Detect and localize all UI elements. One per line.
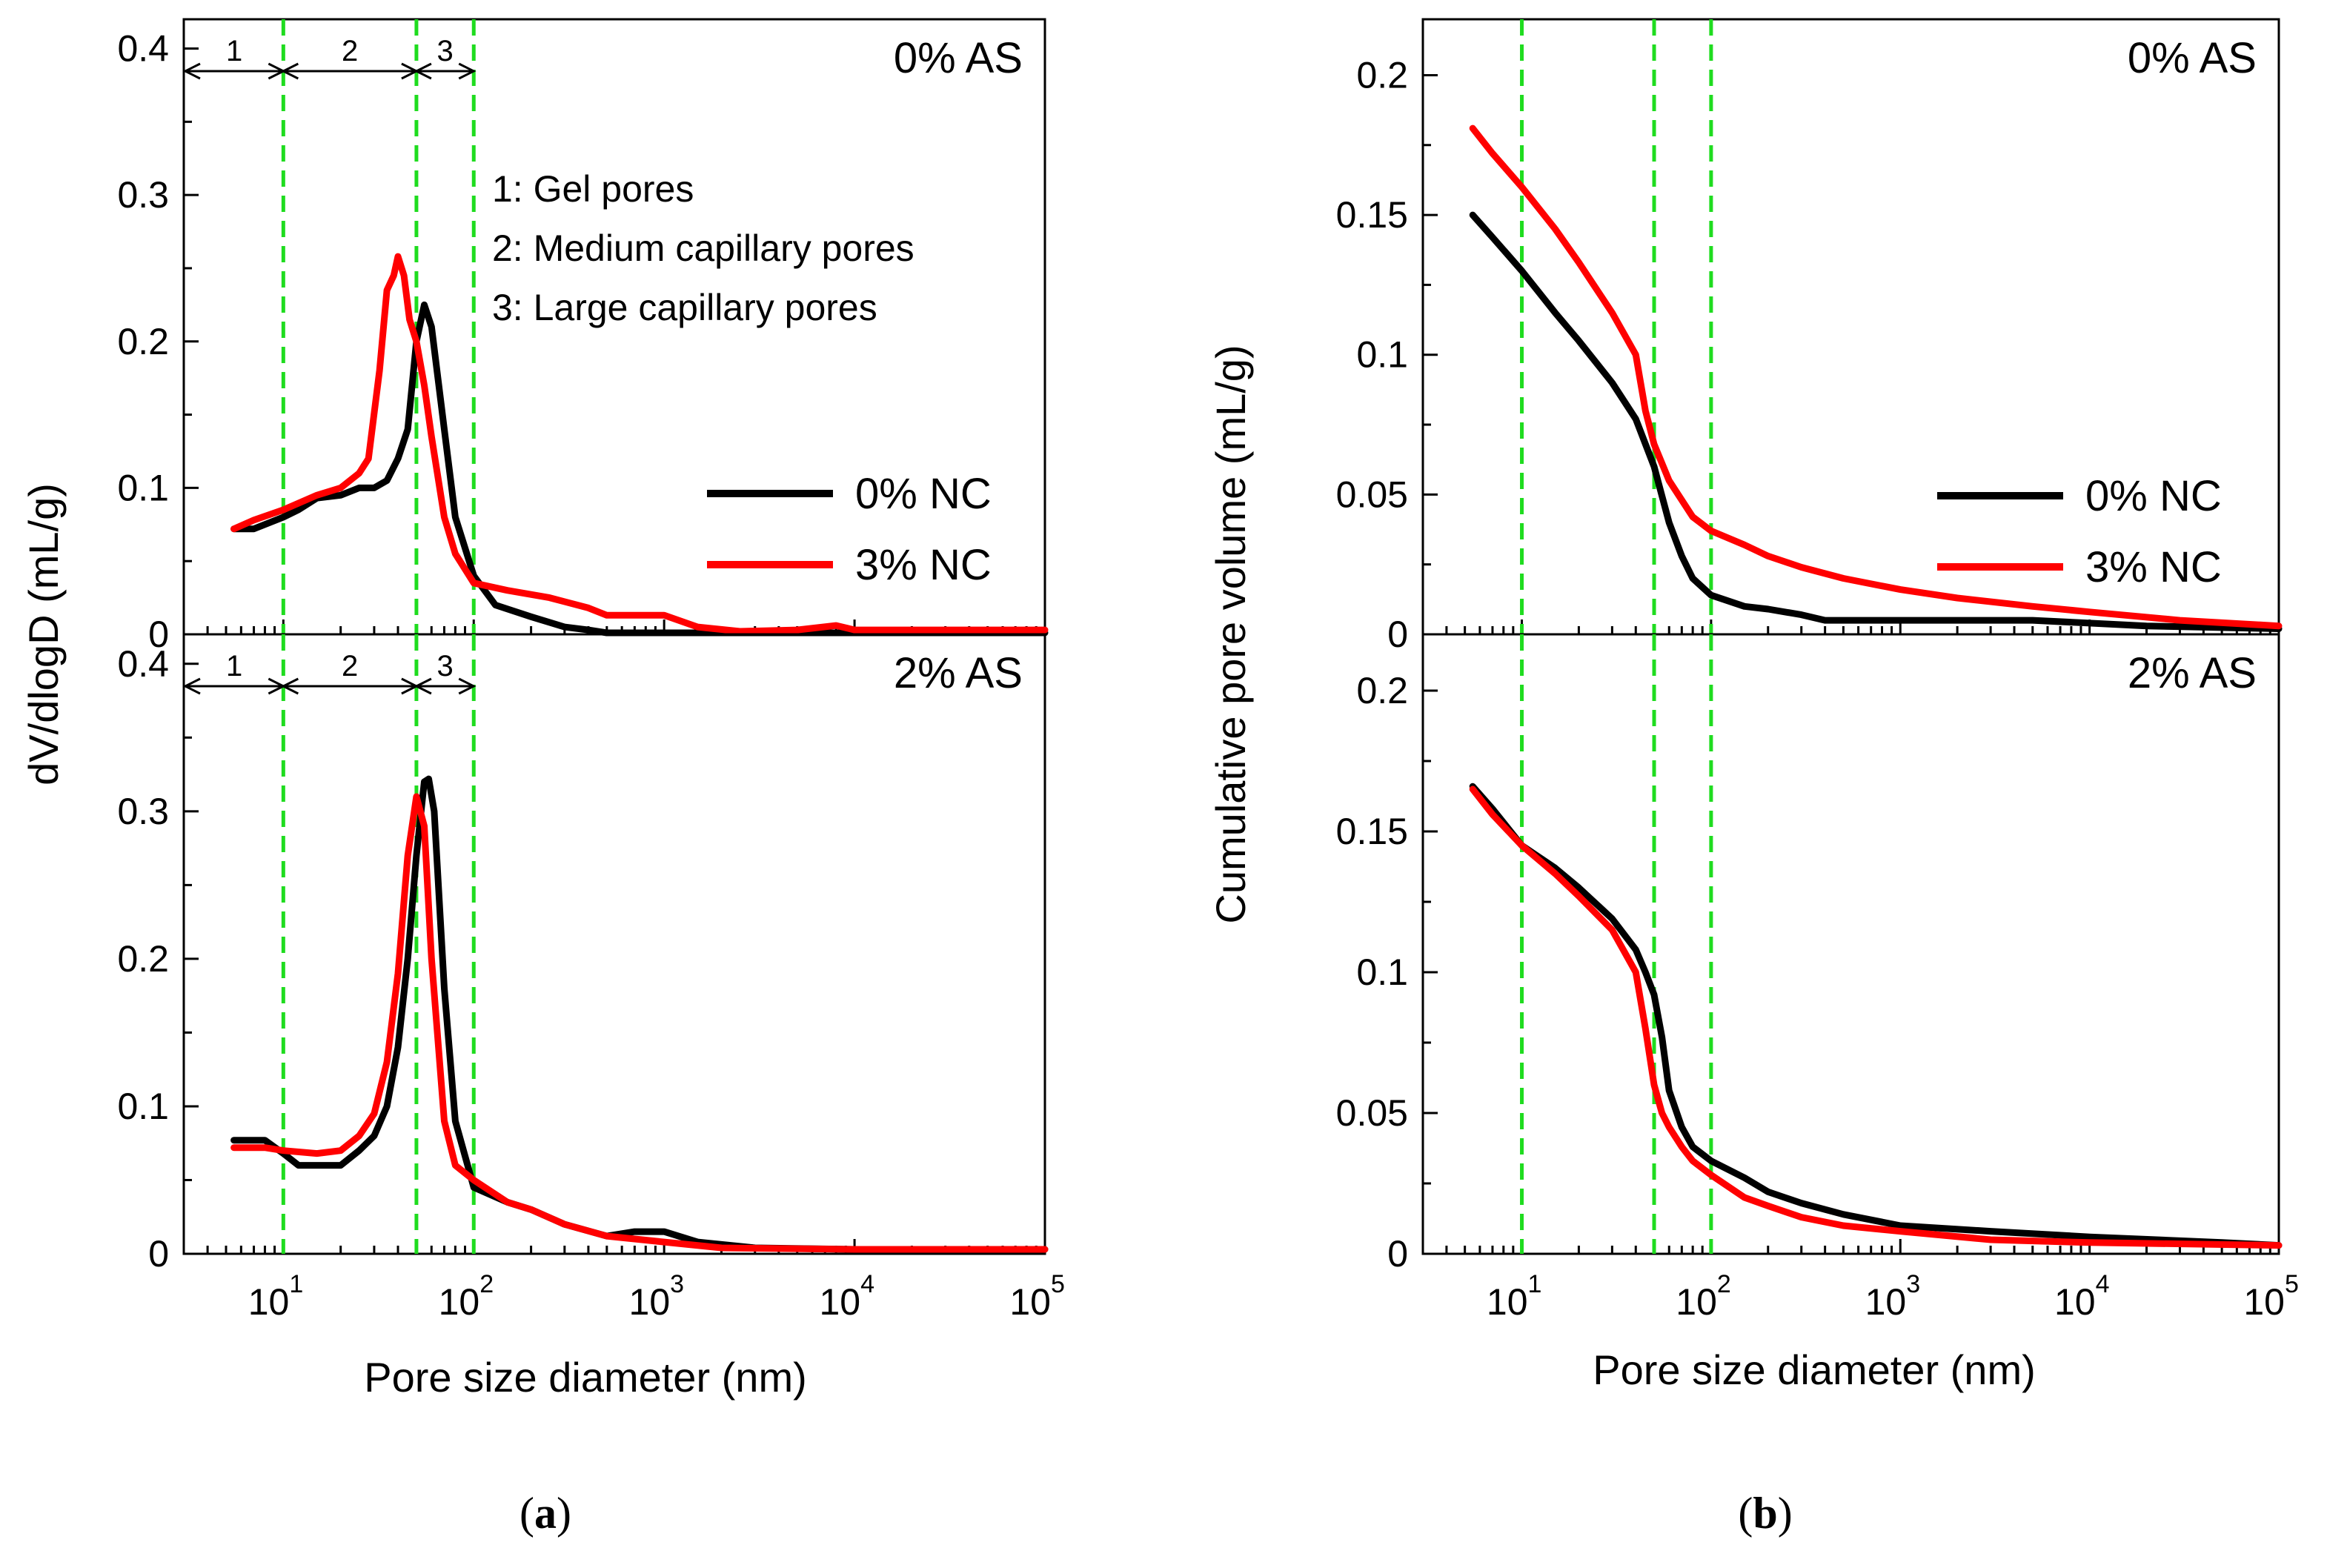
plot-frame — [182, 633, 1046, 1255]
y-tick-label: 0.05 — [1336, 1092, 1408, 1134]
y-tick-label: 0.15 — [1336, 194, 1408, 236]
y-tick-label: 0.15 — [1336, 811, 1408, 852]
legend-label: 3% NC — [2085, 543, 2222, 591]
x-tick-exponent: 3 — [1906, 1270, 1920, 1298]
series-line-3nc — [1469, 124, 2283, 630]
region-arrow-head — [182, 62, 201, 80]
y-tick-label: 0.2 — [117, 938, 169, 980]
y-tick-label: 0.2 — [1356, 670, 1408, 711]
x-tick-exponent: 4 — [2096, 1270, 2110, 1298]
y-tick-label: 0.3 — [117, 174, 169, 216]
chart-title: 2% AS — [2128, 649, 2257, 697]
region-arrow-head — [280, 62, 299, 80]
series-line-3nc — [1469, 785, 2283, 1249]
x-tick-label: 10 — [629, 1281, 671, 1323]
region-arrow-head — [280, 677, 299, 695]
x-tick-exponent: 3 — [670, 1270, 684, 1298]
panel-label: (b) — [1738, 1489, 1792, 1538]
region-arrow-head — [414, 62, 432, 80]
region-label: 1 — [226, 35, 242, 67]
region-arrow-head — [458, 62, 477, 80]
annotation-text: 2: Medium capillary pores — [492, 227, 914, 269]
x-axis-title: Pore size diameter (nm) — [1593, 1346, 2036, 1393]
panel-label: (a) — [519, 1489, 571, 1538]
annotation-text: 3: Large capillary pores — [492, 287, 877, 328]
panel-label-open: ( — [519, 1489, 534, 1538]
y-tick-label: 0.3 — [117, 791, 169, 832]
y-axis-title: dV/dlogD (mL/g) — [20, 483, 67, 785]
panel-label-open: ( — [1738, 1489, 1753, 1538]
x-tick-label: 10 — [2243, 1281, 2285, 1323]
region-label: 3 — [436, 35, 453, 67]
x-axis-title: Pore size diameter (nm) — [364, 1354, 807, 1401]
x-tick-exponent: 5 — [2285, 1270, 2299, 1298]
x-tick-label: 10 — [1865, 1281, 1907, 1323]
chart-title: 0% AS — [2128, 34, 2257, 82]
series-line-3nc — [230, 793, 1049, 1253]
x-tick-label: 10 — [248, 1281, 290, 1323]
x-tick-exponent: 2 — [1717, 1270, 1731, 1298]
x-tick-exponent: 1 — [1528, 1270, 1542, 1298]
legend-label: 3% NC — [855, 541, 992, 589]
x-tick-label: 10 — [2054, 1281, 2096, 1323]
series-line-3nc — [230, 253, 1049, 635]
chart-a-top: 0 0.1 0.2 0.3 0.4 0% AS 1 2 3 1: Gel pores 2: Medi… — [117, 18, 1049, 655]
y-tick-label: 0.05 — [1336, 474, 1408, 515]
y-tick-label: 0.4 — [117, 28, 169, 70]
chart-title: 2% AS — [894, 649, 1023, 697]
legend-label: 0% NC — [855, 470, 992, 518]
region-arrow-head — [458, 677, 477, 695]
x-tick-label: 10 — [1676, 1281, 1717, 1323]
region-label: 1 — [226, 650, 242, 682]
region-label: 2 — [342, 650, 358, 682]
panel-label-letter: a — [534, 1489, 557, 1538]
y-tick-label: 0.2 — [117, 321, 169, 362]
plot-frame — [1421, 633, 2280, 1255]
y-tick-label: 0.1 — [1356, 334, 1408, 376]
y-tick-label: 0 — [1387, 1233, 1408, 1275]
series-line-0nc — [1469, 783, 2283, 1249]
panel-label-close: ) — [1778, 1489, 1793, 1538]
y-tick-label: 0.4 — [117, 643, 169, 685]
x-tick-label: 10 — [1009, 1281, 1051, 1323]
region-label: 3 — [436, 650, 453, 682]
x-tick-label: 10 — [439, 1281, 480, 1323]
y-tick-label: 0 — [148, 1233, 169, 1275]
series-line-0nc — [1469, 211, 2283, 632]
x-tick-label: 10 — [1487, 1281, 1528, 1323]
y-tick-label: 0 — [148, 614, 169, 655]
x-tick-exponent: 5 — [1051, 1270, 1065, 1298]
x-tick-exponent: 1 — [289, 1270, 303, 1298]
y-tick-label: 0.1 — [117, 467, 169, 508]
legend-label: 0% NC — [2085, 472, 2222, 520]
chart-b-top: 0 0.05 0.1 0.15 0.2 0% AS 0% NC 3% NC — [1336, 18, 2283, 655]
region-arrow-head — [182, 677, 201, 695]
y-tick-label: 0 — [1387, 614, 1408, 655]
region-arrow-head — [414, 677, 432, 695]
region-label: 2 — [342, 35, 358, 67]
panel-label-letter: b — [1753, 1489, 1777, 1538]
annotation-text: 1: Gel pores — [492, 168, 694, 210]
plot-frame — [1421, 18, 2280, 636]
panel-label-close: ) — [557, 1489, 571, 1538]
x-tick-label: 10 — [819, 1281, 860, 1323]
chart-a-bottom: 00.10.20.30.410 1 10 2 10 3 10 4 10 52% AS1 2 3 — [117, 633, 1065, 1323]
x-tick-exponent: 2 — [479, 1270, 494, 1298]
series-line-0nc — [230, 775, 1049, 1253]
y-tick-label: 0.1 — [117, 1086, 169, 1127]
y-axis-title: Cumulative pore volume (mL/g) — [1207, 345, 1254, 923]
x-tick-exponent: 4 — [860, 1270, 874, 1298]
y-tick-label: 0.2 — [1356, 54, 1408, 96]
chart-title: 0% AS — [894, 34, 1023, 82]
y-tick-label: 0.1 — [1356, 951, 1408, 993]
chart-b-bottom: 00.050.10.150.210 1 10 2 10 3 10 4 10 52% AS — [1336, 633, 2299, 1323]
